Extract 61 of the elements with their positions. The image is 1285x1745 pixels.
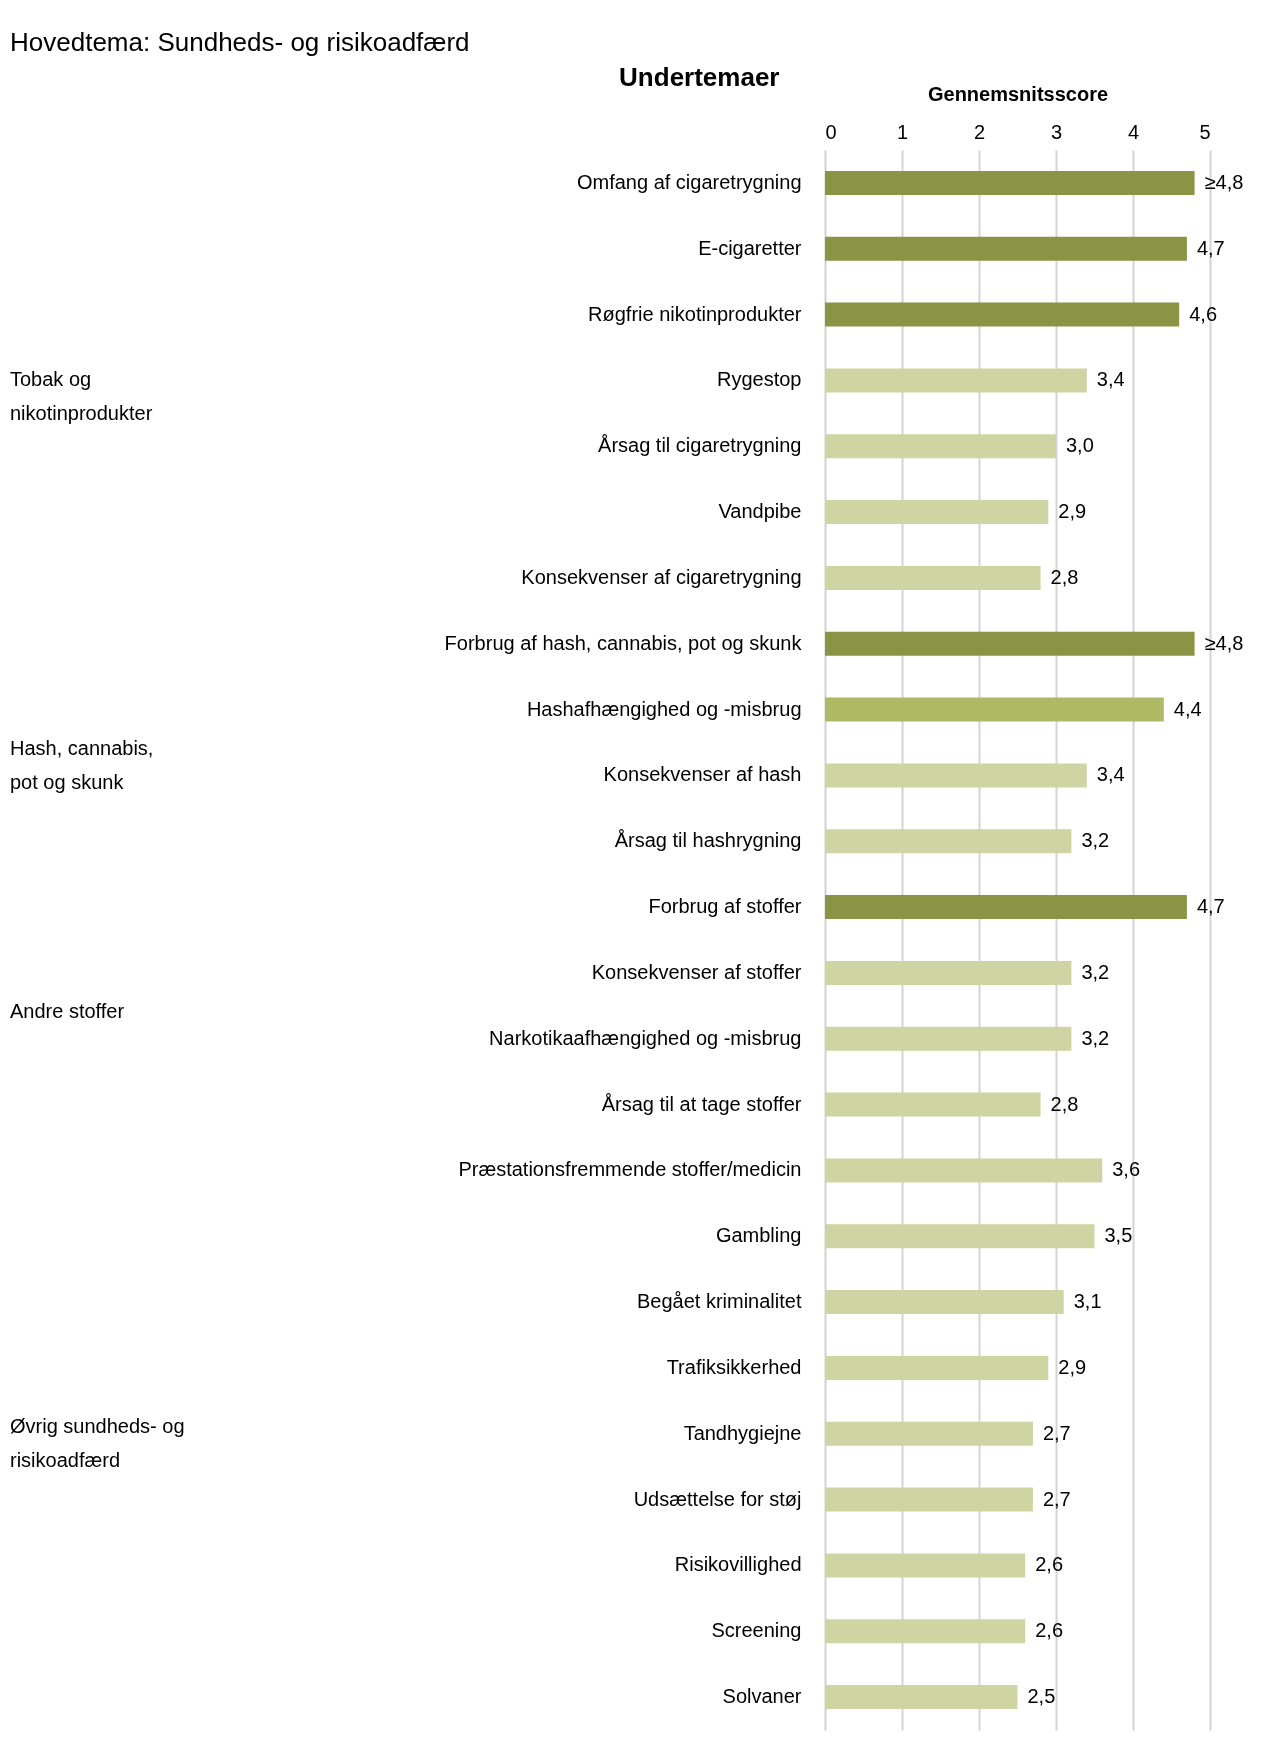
data-label: 2,5 (1027, 1685, 1056, 1708)
y-axis-title: Undertemaer (619, 61, 780, 92)
data-label: ≥4,8 (1204, 170, 1244, 193)
text: Hovedtema: Sundheds- og risikoadfærd (10, 27, 470, 57)
y-tick-label: Omfang af cigaretrygning (576, 170, 802, 193)
y-tick-label: Rygestop (717, 368, 802, 391)
x-tick-label: 3 (1050, 120, 1063, 143)
data-label: ≥4,8 (1204, 631, 1244, 654)
y-tick-label: Risikovillighed (674, 1553, 802, 1576)
text: Tobak og nikotinprodukter (10, 368, 153, 425)
y-tick-label: Konsekvenser af hash (603, 763, 802, 786)
y-tick-label: Konsekvenser af stoffer (591, 960, 802, 983)
data-label: 4,6 (1189, 302, 1218, 325)
x-tick-label: 0 (825, 120, 837, 143)
y-tick-label: Narkotikaafhængighed og -misbrug (489, 1026, 802, 1049)
y-tick-label: Årsag til hashrygning (614, 829, 802, 852)
data-label: 2,7 (1042, 1487, 1071, 1510)
y-tick-label: Årsag til at tage stoffer (601, 1092, 802, 1115)
text: Andre stoffer (10, 1000, 125, 1023)
data-label: 3,4 (1096, 763, 1125, 786)
data-label: 3,4 (1096, 368, 1125, 391)
x-axis-title: Gennemsnitsscore (927, 82, 1109, 105)
y-tick-label: Udsættelse for støj (633, 1487, 802, 1510)
text: Øvrig sundheds- og risikoadfærd (10, 1415, 185, 1472)
x-tick-label: 5 (1199, 120, 1211, 143)
x-tick-label: 1 (896, 120, 909, 143)
data-label: 2,9 (1058, 500, 1087, 523)
y-tick-label: Begået kriminalitet (636, 1290, 802, 1313)
data-label: 4,4 (1173, 697, 1202, 720)
data-label: 3,5 (1104, 1224, 1133, 1247)
data-label: 2,8 (1050, 1092, 1079, 1115)
data-label: 3,6 (1112, 1158, 1141, 1181)
y-tick-label: Præstationsfremmende stoffer/medicin (458, 1158, 802, 1181)
data-label: 2,6 (1035, 1619, 1064, 1642)
x-tick-label: 2 (973, 120, 986, 143)
data-label: 3,2 (1081, 829, 1110, 852)
data-label: 2,7 (1042, 1421, 1071, 1444)
y-tick-label: Gambling (715, 1224, 802, 1247)
data-label: 4,7 (1196, 236, 1225, 259)
data-label: 2,9 (1058, 1355, 1087, 1378)
y-tick-label: Forbrug af hash, cannabis, pot og skunk (444, 631, 803, 654)
y-tick-label: Vandpibe (718, 500, 802, 523)
data-label: 2,6 (1035, 1553, 1064, 1576)
y-tick-label: Forbrug af stoffer (648, 895, 802, 918)
data-label: 2,8 (1050, 565, 1079, 588)
y-tick-label: Årsag til cigaretrygning (598, 434, 802, 457)
y-tick-label: Røgfrie nikotinprodukter (588, 302, 802, 325)
y-tick-label: Screening (711, 1619, 802, 1642)
y-tick-label: Tandhygiejne (683, 1421, 802, 1444)
x-tick-label: 4 (1127, 120, 1140, 143)
data-label: 3,2 (1081, 1026, 1110, 1049)
text: Hash, cannabis, pot og skunk (10, 737, 154, 794)
data-label: 3,0 (1066, 434, 1094, 457)
y-tick-label: Konsekvenser af cigaretrygning (521, 565, 802, 588)
data-label: 4,7 (1196, 895, 1225, 918)
y-tick-label: Solvaner (722, 1685, 802, 1708)
data-label: 3,1 (1073, 1290, 1102, 1313)
y-tick-label: Trafiksikkerhed (666, 1355, 802, 1378)
y-tick-label: E-cigaretter (698, 236, 802, 259)
data-label: 3,2 (1081, 960, 1110, 983)
y-tick-label: Hashafhængighed og -misbrug (526, 697, 802, 720)
